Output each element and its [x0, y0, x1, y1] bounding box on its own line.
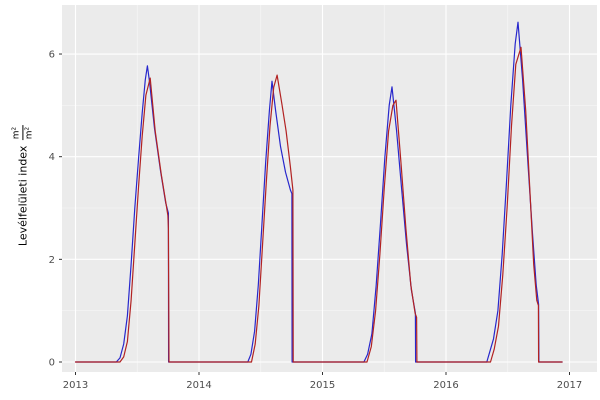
x-tick-label: 2013	[63, 380, 88, 391]
x-tick-label: 2015	[310, 380, 335, 391]
x-tick-label: 2016	[433, 380, 458, 391]
series-red-line	[74, 46, 563, 363]
y-tick-label: 4	[49, 152, 55, 163]
x-tick-label: 2014	[186, 380, 211, 391]
y-tick-label: 0	[49, 358, 55, 369]
y-tick-label: 2	[49, 255, 55, 266]
y-tick-label: 6	[49, 50, 55, 61]
x-tick-label: 2017	[557, 380, 582, 391]
